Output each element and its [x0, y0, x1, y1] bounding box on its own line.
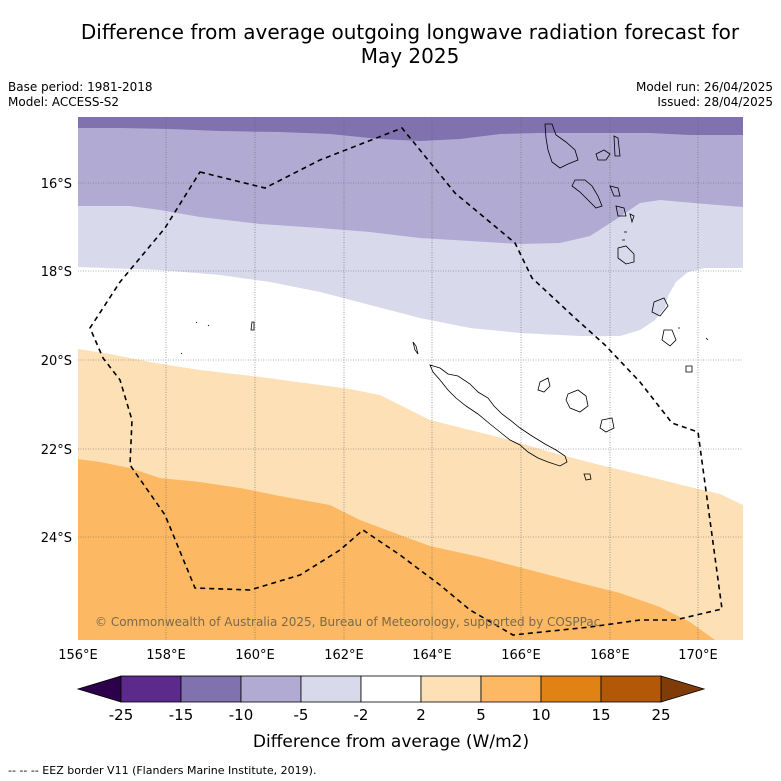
- map-figure: © Commonwealth of Australia 2025, Bureau…: [41, 117, 743, 752]
- longitude-labels: 156°E 158°E 160°E 162°E 164°E 166°E 168°…: [58, 648, 718, 663]
- map-title: Difference from average outgoing longwav…: [40, 20, 780, 68]
- legend-note: -- -- -- EEZ border V11 (Flanders Marine…: [8, 764, 317, 777]
- lon-label: 164°E: [412, 648, 452, 663]
- colorbar-swatch: [240, 675, 302, 703]
- meta-left: Base period: 1981-2018 Model: ACCESS-S2: [8, 80, 153, 110]
- issued-date: Issued: 28/04/2025: [657, 95, 773, 109]
- lon-label: 166°E: [501, 648, 541, 663]
- colorbar-tick-label: -2: [354, 706, 369, 724]
- colorbar-tick-label: -25: [109, 706, 134, 724]
- lon-label: 170°E: [678, 648, 718, 663]
- colorbar-tick-label: 10: [531, 706, 550, 724]
- lon-label: 168°E: [590, 648, 630, 663]
- colorbar-tick-label: -10: [229, 706, 254, 724]
- lon-label: 156°E: [58, 648, 98, 663]
- colorbar-swatch: [120, 675, 182, 703]
- colorbar-label: Difference from average (W/m2): [253, 732, 529, 752]
- isle-of-pines-coastline: [583, 473, 592, 481]
- colorbar-swatch: [420, 675, 482, 703]
- colorbar: -25 -15 -10 -5 -2 2 5 10 15 25: [76, 675, 706, 724]
- colorbar-swatch: [540, 675, 602, 703]
- colorbar-tick-label: 15: [591, 706, 610, 724]
- colorbar-swatch: [180, 675, 242, 703]
- title-line-2: May 2025: [360, 44, 460, 68]
- colorbar-tick-label: 25: [651, 706, 670, 724]
- colorbar-swatch: [360, 675, 422, 703]
- colorbar-tick-label: -5: [294, 706, 309, 724]
- latitude-labels: 16°S 18°S 20°S 22°S 24°S: [41, 177, 72, 546]
- vanuatu-coastline: [544, 123, 709, 373]
- lon-label: 162°E: [324, 648, 364, 663]
- model-name: Model: ACCESS-S2: [8, 95, 120, 109]
- lat-label: 24°S: [41, 531, 72, 546]
- colorbar-swatch: [300, 675, 362, 703]
- colorbar-swatch: [600, 675, 662, 703]
- colorbar-tick-label: 5: [476, 706, 486, 724]
- graticule: [78, 117, 743, 640]
- eez-border: [89, 127, 723, 636]
- lon-label: 160°E: [235, 648, 275, 663]
- lat-label: 16°S: [41, 177, 72, 192]
- colorbar-extend-high: [660, 675, 706, 703]
- loyalty-islands-coastline: [537, 377, 615, 433]
- colorbar-tick-label: -15: [169, 706, 194, 724]
- new-caledonia-coastline: [429, 364, 568, 467]
- small-reefs: [180, 321, 419, 355]
- model-run: Model run: 26/04/2025: [635, 80, 773, 94]
- title-line-1: Difference from average outgoing longwav…: [80, 20, 740, 44]
- band-dark-lavender: [78, 117, 743, 141]
- lon-label: 158°E: [146, 648, 186, 663]
- lat-label: 18°S: [41, 265, 72, 280]
- base-period: Base period: 1981-2018: [8, 80, 153, 94]
- map-panel: © Commonwealth of Australia 2025, Bureau…: [78, 117, 743, 640]
- band-mid-lavender: [78, 117, 743, 244]
- copyright-text: © Commonwealth of Australia 2025, Bureau…: [95, 615, 600, 629]
- band-orange: [78, 459, 715, 640]
- meta-right: Model run: 26/04/2025 Issued: 28/04/2025: [636, 80, 773, 110]
- colorbar-swatch: [480, 675, 542, 703]
- colorbar-extend-low: [76, 675, 122, 703]
- lat-label: 22°S: [41, 443, 72, 458]
- colorbar-tick-label: 2: [416, 706, 426, 724]
- lat-label: 20°S: [41, 354, 72, 369]
